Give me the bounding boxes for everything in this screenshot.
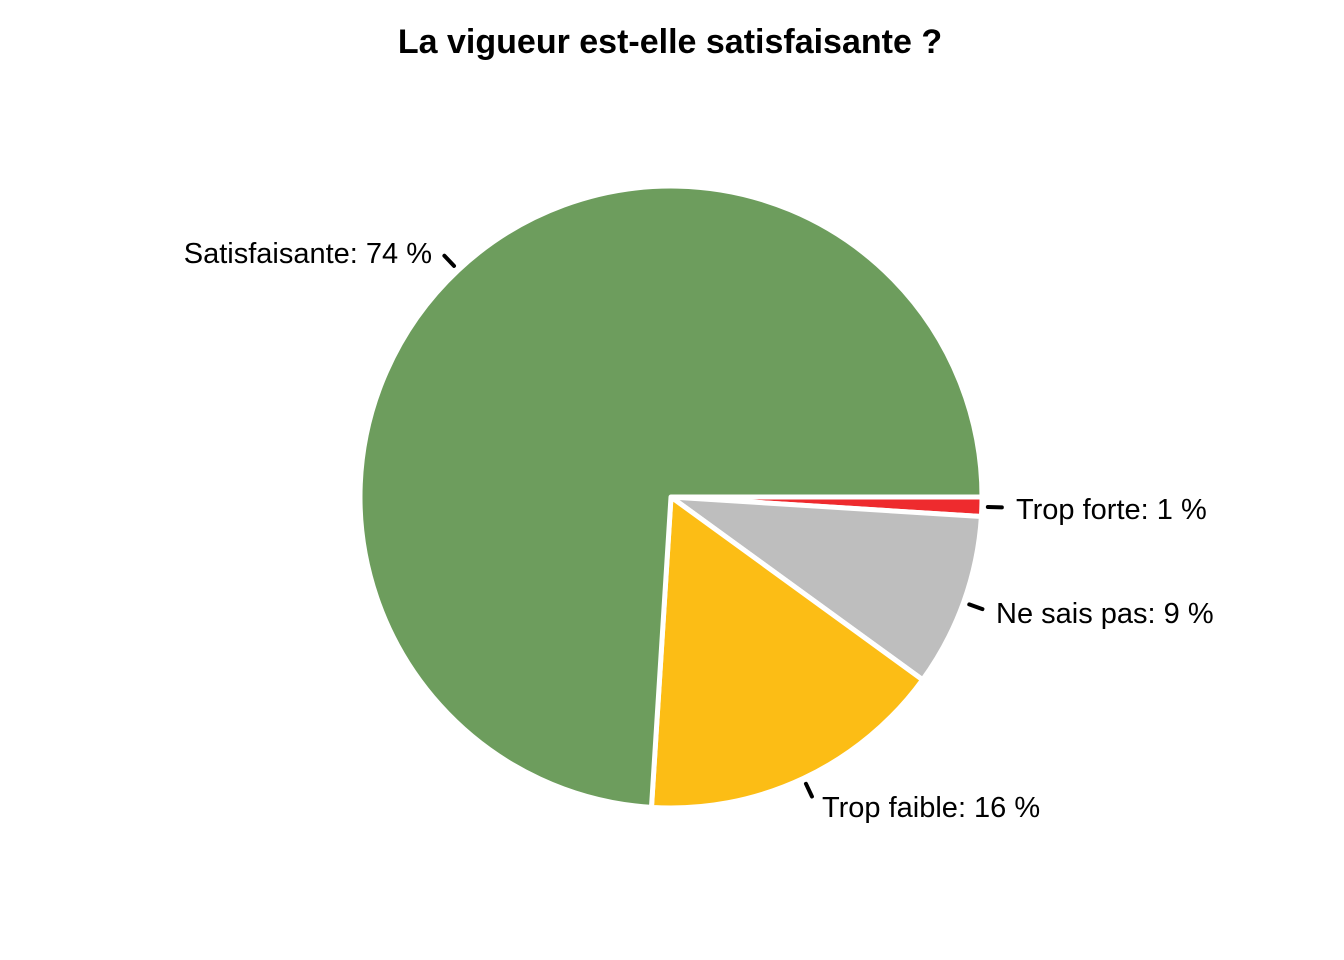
pie-slice-ne-sais-pas	[668, 494, 984, 683]
slice-labels: Trop forte: 1 % Ne sais pas: 9 % Trop faib…	[184, 238, 1214, 824]
pie-slice-trop-faible	[648, 494, 926, 811]
pie-slices	[357, 183, 985, 811]
pie-slice-satisfaisante	[357, 183, 985, 810]
chart-title: La vigueur est-elle satisfaisante ?	[398, 23, 942, 61]
label-leaders	[442, 253, 1004, 799]
leader-line-trop-faible	[803, 781, 814, 799]
leader-line-ne-sais-pas	[967, 602, 985, 612]
slice-label-ne-sais-pas: Ne sais pas: 9 %	[996, 598, 1214, 630]
leader-line-satisfaisante	[442, 253, 456, 268]
slice-label-trop-forte: Trop forte: 1 %	[1016, 494, 1207, 526]
slice-label-satisfaisante: Satisfaisante: 74 %	[184, 238, 432, 270]
slice-label-trop-faible: Trop faible: 16 %	[822, 792, 1040, 824]
